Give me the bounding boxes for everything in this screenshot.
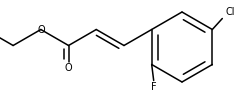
Text: O: O bbox=[37, 25, 45, 35]
Text: F: F bbox=[151, 82, 156, 92]
Text: Cl: Cl bbox=[226, 6, 235, 16]
Text: O: O bbox=[65, 62, 72, 72]
